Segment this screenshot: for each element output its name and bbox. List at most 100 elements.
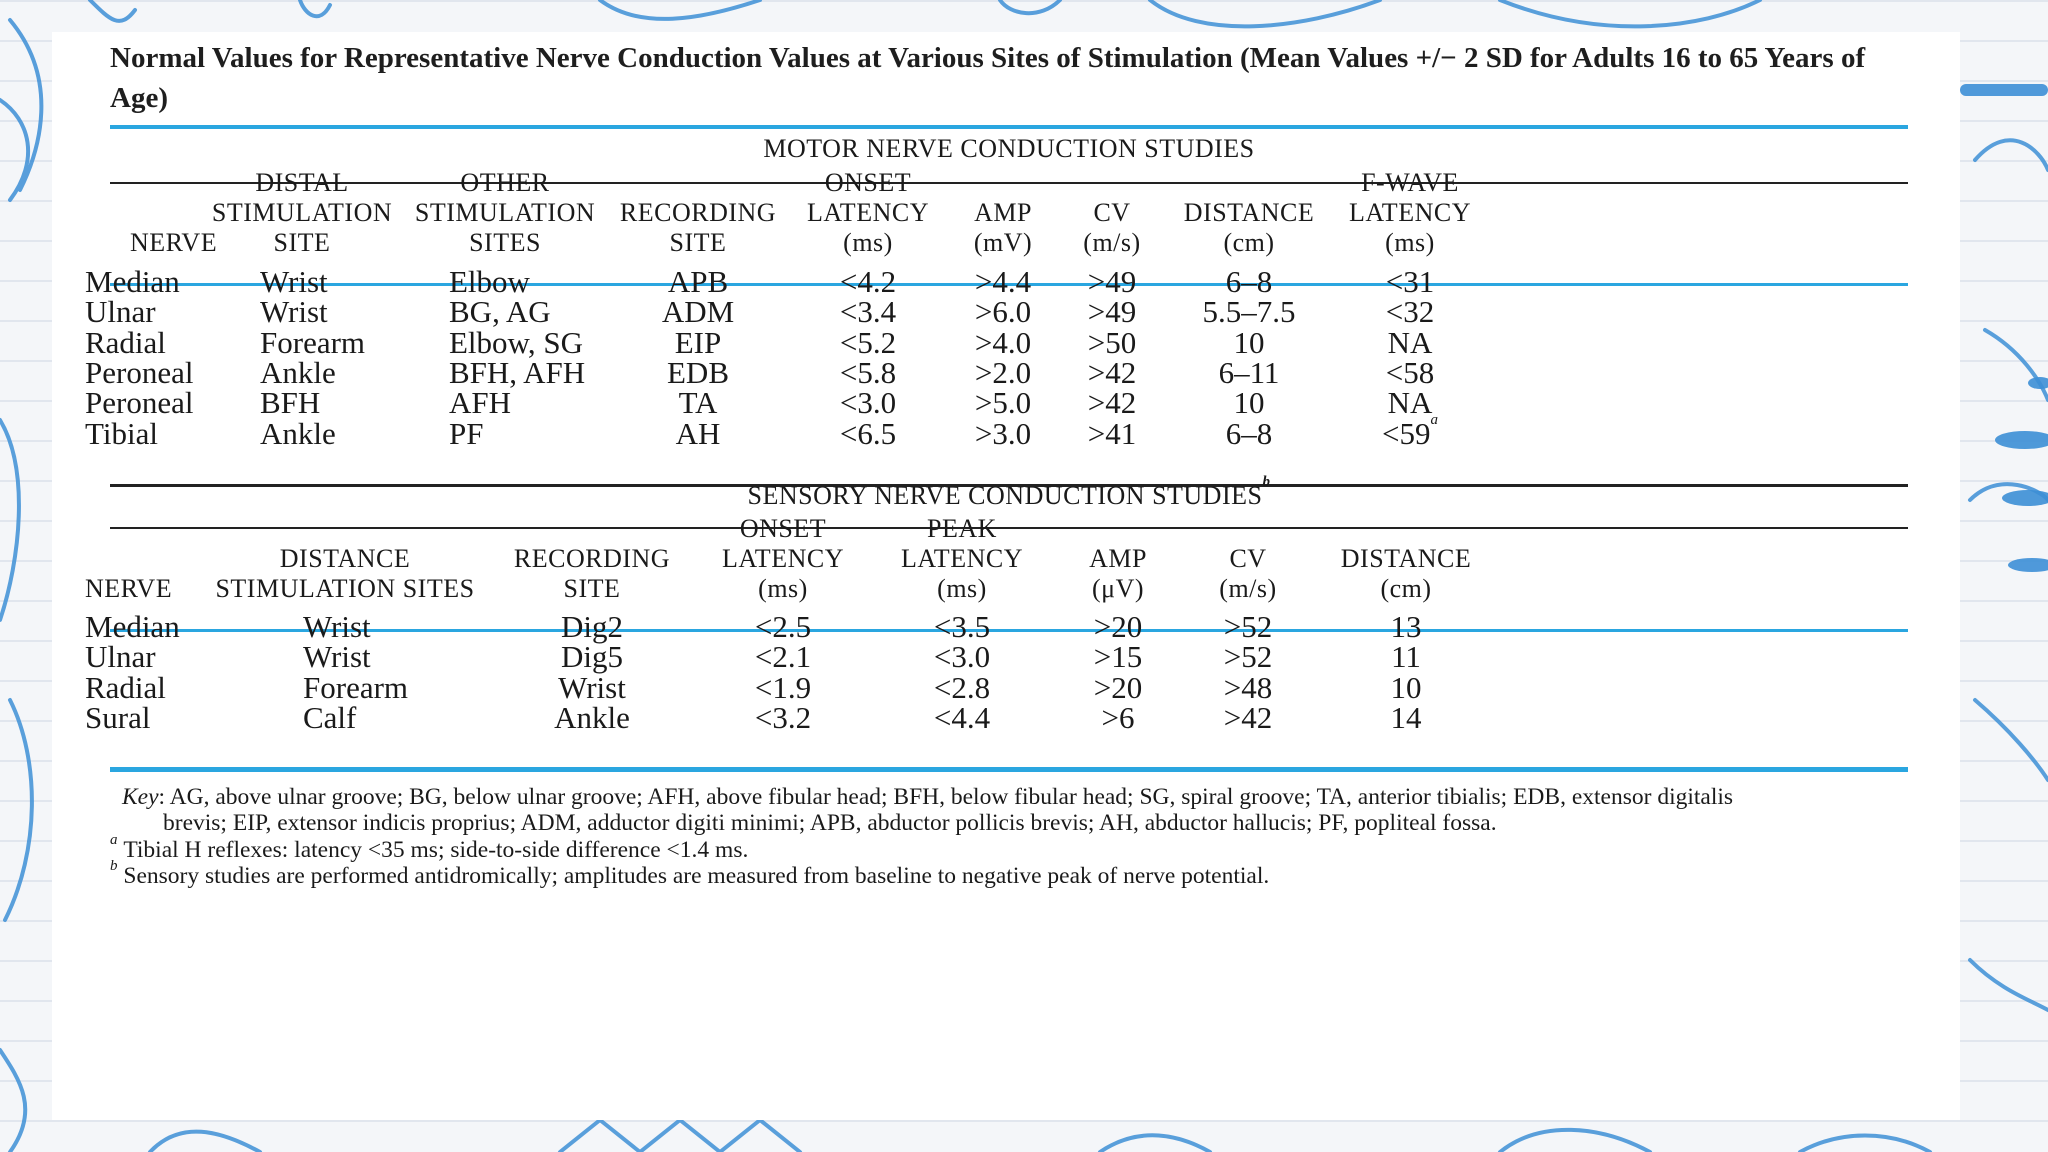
motor-cell-r0-c4: <4.2 xyxy=(839,264,897,299)
sensory-header-rule xyxy=(110,629,1908,632)
motor-cell-r0-c8: <31 xyxy=(1385,264,1435,299)
motor-cell-r2-c8: NA xyxy=(1387,324,1433,360)
motor-cell-r2-c4: <5.2 xyxy=(839,324,897,360)
sensory-footnote-mark: b xyxy=(1262,474,1271,490)
motor-header-4-line-2: (ms) xyxy=(843,228,893,257)
motor-cell-r0-c1: Wrist xyxy=(260,264,328,299)
sensory-header-4-line-1: LATENCY xyxy=(901,544,1023,573)
key-text-1: : AG, above ulnar groove; BG, below ulna… xyxy=(158,784,1734,810)
sensory-cell-r3-c1: Calf xyxy=(303,699,357,735)
sensory-top-rule xyxy=(110,527,1908,529)
sensory-cell-r0-c5: >20 xyxy=(1093,609,1143,644)
key-line-2: brevis; EIP, extensor indicis proprius; … xyxy=(163,810,1497,836)
motor-cell-r1-c6: >49 xyxy=(1087,294,1137,330)
motor-cell-r3-c8: <58 xyxy=(1385,354,1435,390)
motor-cell-r2-c7: 10 xyxy=(1233,324,1265,360)
motor-header-5-line-0: AMP xyxy=(974,198,1032,227)
sensory-cell-r3-c3: <3.2 xyxy=(754,699,812,735)
motor-cell-r4-c1: BFH xyxy=(260,385,321,421)
footnote-a-mark: a xyxy=(110,832,118,848)
motor-cell-r0-c0: Median xyxy=(85,264,180,299)
footnote-a-text: Tibial H reflexes: latency <35 ms; side-… xyxy=(123,837,749,863)
sensory-header-2-line-1: SITE xyxy=(563,574,621,603)
motor-cell-r0-c5: >4.4 xyxy=(974,264,1032,299)
table-bottom-rule xyxy=(110,767,1908,772)
motor-cell-r0-c2: Elbow xyxy=(449,264,530,299)
sensory-cell-r0-c3: <2.5 xyxy=(754,609,812,644)
motor-header-1-line-2: SITE xyxy=(273,228,331,257)
motor-section-title: MOTOR NERVE CONDUCTION STUDIES xyxy=(763,134,1255,163)
motor-header-2-line-0: OTHER xyxy=(460,168,550,197)
motor-cell-r2-c6: >50 xyxy=(1087,324,1137,360)
motor-cell-r5-c4: <6.5 xyxy=(839,415,897,451)
motor-header-4-line-0: ONSET xyxy=(824,168,912,197)
motor-cell-r4-c8: NA xyxy=(1387,385,1433,421)
motor-cell-r1-c0: Ulnar xyxy=(85,294,156,330)
sensory-header-4-line-0: PEAK xyxy=(927,514,997,543)
sensory-cell-r3-c4: <4.4 xyxy=(933,699,991,735)
motor-cell-r1-c4: <3.4 xyxy=(839,294,897,330)
motor-header-rule xyxy=(110,283,1908,286)
motor-fwave-footnote-mark: a xyxy=(1430,411,1438,428)
motor-cell-r3-c7: 6–11 xyxy=(1218,354,1280,390)
motor-cell-r1-c8: <32 xyxy=(1385,294,1435,330)
sensory-cell-r3-c5: >6 xyxy=(1101,699,1135,735)
motor-cell-r4-c7: 10 xyxy=(1233,385,1265,421)
sensory-cell-r1-c1: Wrist xyxy=(303,639,371,675)
motor-cell-r4-c4: <3.0 xyxy=(839,385,897,421)
sensory-cell-r0-c2: Dig2 xyxy=(561,609,623,644)
motor-cell-r2-c5: >4.0 xyxy=(974,324,1032,360)
motor-header-4-line-1: LATENCY xyxy=(807,198,929,227)
motor-cell-r4-c6: >42 xyxy=(1087,385,1137,421)
sensory-header-1-line-1: STIMULATION SITES xyxy=(215,574,475,603)
sensory-cell-r0-c6: >52 xyxy=(1223,609,1273,644)
motor-cell-r3-c3: EDB xyxy=(667,354,729,390)
sensory-cell-r0-c7: 13 xyxy=(1390,609,1422,644)
motor-cell-r5-c6: >41 xyxy=(1087,415,1137,451)
sensory-header-5-line-0: AMP xyxy=(1089,544,1147,573)
sensory-cell-r3-c0: Sural xyxy=(85,699,151,735)
motor-header-8-line-1: LATENCY xyxy=(1349,198,1471,227)
sensory-cell-r3-c7: 14 xyxy=(1390,699,1422,735)
motor-cell-r1-c7: 5.5–7.5 xyxy=(1202,294,1296,330)
motor-cell-r4-c3: TA xyxy=(678,385,718,421)
table-title: Normal Values for Representative Nerve C… xyxy=(110,42,1866,114)
title-rule xyxy=(110,125,1908,129)
sensory-header-4-line-2: (ms) xyxy=(937,574,987,603)
motor-cell-r1-c2: BG, AG xyxy=(449,294,551,330)
motor-cell-r2-c2: Elbow, SG xyxy=(449,324,584,360)
motor-cell-r5-c0: Tibial xyxy=(85,415,158,451)
sensory-header-6-line-1: (m/s) xyxy=(1219,574,1277,603)
motor-cell-r3-c1: Ankle xyxy=(260,354,336,390)
motor-header-8-line-0: F-WAVE xyxy=(1361,168,1459,197)
motor-top-rule xyxy=(110,182,1908,184)
motor-header-7-line-0: DISTANCE xyxy=(1183,198,1315,227)
motor-cell-r3-c5: >2.0 xyxy=(974,354,1032,390)
motor-cell-r4-c2: AFH xyxy=(449,385,512,421)
motor-header-3-line-0: RECORDING xyxy=(619,198,777,227)
sensory-header-3-line-0: ONSET xyxy=(739,514,827,543)
motor-header-6-line-1: (m/s) xyxy=(1083,228,1141,257)
sensory-cell-r0-c0: Median xyxy=(85,609,180,644)
sensory-header-3-line-2: (ms) xyxy=(758,574,808,603)
sensory-cell-r1-c7: 11 xyxy=(1391,639,1421,675)
sensory-header-3-line-1: LATENCY xyxy=(722,544,844,573)
motor-cell-r5-c1: Ankle xyxy=(260,415,336,451)
sensory-cell-r2-c7: 10 xyxy=(1390,669,1422,705)
sensory-cell-r1-c4: <3.0 xyxy=(933,639,991,675)
sensory-cell-r2-c6: >48 xyxy=(1223,669,1273,705)
sensory-header-1-line-0: DISTANCE xyxy=(279,544,411,573)
sensory-cell-r3-c2: Ankle xyxy=(554,699,630,735)
sensory-cell-r1-c2: Dig5 xyxy=(561,639,623,675)
motor-cell-r1-c3: ADM xyxy=(661,294,735,330)
sensory-cell-r1-c3: <2.1 xyxy=(754,639,812,675)
motor-cell-r5-c5: >3.0 xyxy=(974,415,1032,451)
motor-header-1-line-1: STIMULATION xyxy=(211,198,393,227)
motor-cell-r0-c3: APB xyxy=(667,264,729,299)
sensory-cell-r1-c5: >15 xyxy=(1093,639,1143,675)
sensory-cell-r2-c3: <1.9 xyxy=(754,669,812,705)
sensory-cell-r2-c0: Radial xyxy=(85,669,166,705)
motor-cell-r2-c0: Radial xyxy=(85,324,166,360)
motor-header-2-line-2: SITES xyxy=(469,228,541,257)
